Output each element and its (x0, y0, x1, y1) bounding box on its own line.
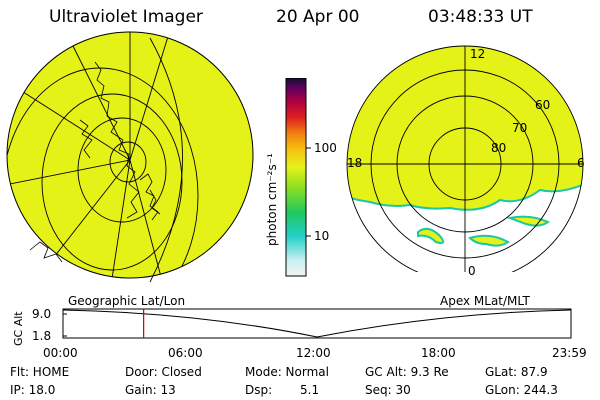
timeline-x-tick-1800: 18:00 (421, 346, 456, 360)
mlat-label-80: 80 (491, 141, 507, 155)
mlt-label-18: 18 (347, 156, 363, 170)
colorbar-scale (285, 78, 307, 277)
time-label: 03:48:33 UT (428, 7, 533, 27)
mlt-label-12: 12 (470, 47, 486, 61)
seq-value: Seq: 30 (365, 383, 411, 397)
polar-grid (346, 45, 584, 272)
flight-status: Flt: HOME (10, 365, 70, 379)
instrument-title: Ultraviolet Imager (49, 7, 203, 27)
earth-limb (6, 31, 254, 279)
colorbar-tick-label-100: 100 (314, 141, 337, 155)
dsp-value: 5.1 (300, 383, 320, 397)
timeline-y-tick-high: 9.0 (32, 307, 52, 321)
colorbar-tick-label-10: 10 (314, 229, 330, 243)
gc-alt-value: GC Alt: 9.3 Re (365, 365, 449, 379)
coastlines (29, 61, 161, 263)
date-label: 20 Apr 00 (276, 7, 360, 27)
geographic-map (6, 31, 254, 283)
orbit-timeline-plot (62, 308, 572, 339)
colorbar (285, 78, 311, 277)
mlat-label-70: 70 (512, 121, 528, 135)
mode-status: Mode: Normal (245, 365, 329, 379)
mlat-mlt-map (346, 45, 584, 272)
mlt-label-6: 6 (577, 156, 585, 170)
timeline-y-label: GC Alt (12, 311, 25, 346)
aurora-patch (506, 215, 550, 227)
timeline-x-tick-2359: 23:59 (552, 346, 587, 360)
colorbar-unit-label: photon cm⁻²s⁻¹ (265, 153, 279, 246)
timeline-y-tick-low: 1.8 (32, 329, 52, 343)
gain-value: Gain: 13 (125, 383, 176, 397)
terminator-line (149, 37, 183, 283)
glon-value: GLon: 244.3 (485, 383, 558, 397)
glat-value: GLat: 87.9 (485, 365, 548, 379)
door-status: Door: Closed (125, 365, 202, 379)
dsp-label: Dsp: (245, 383, 273, 397)
mlat-label-60: 60 (535, 98, 551, 112)
aurora-patch (417, 227, 445, 245)
timeline-x-tick-1200: 12:00 (296, 346, 331, 360)
aurora-patch (468, 234, 510, 247)
timeline-x-tick-0000: 00:00 (43, 346, 78, 360)
apex-label: Apex MLat/MLT (440, 294, 530, 308)
timeline-x-tick-0600: 06:00 (168, 346, 203, 360)
geographic-label: Geographic Lat/Lon (68, 294, 186, 308)
gc-altitude-curve (62, 309, 572, 338)
mlt-label-0: 0 (468, 264, 476, 278)
ip-value: IP: 18.0 (10, 383, 56, 397)
